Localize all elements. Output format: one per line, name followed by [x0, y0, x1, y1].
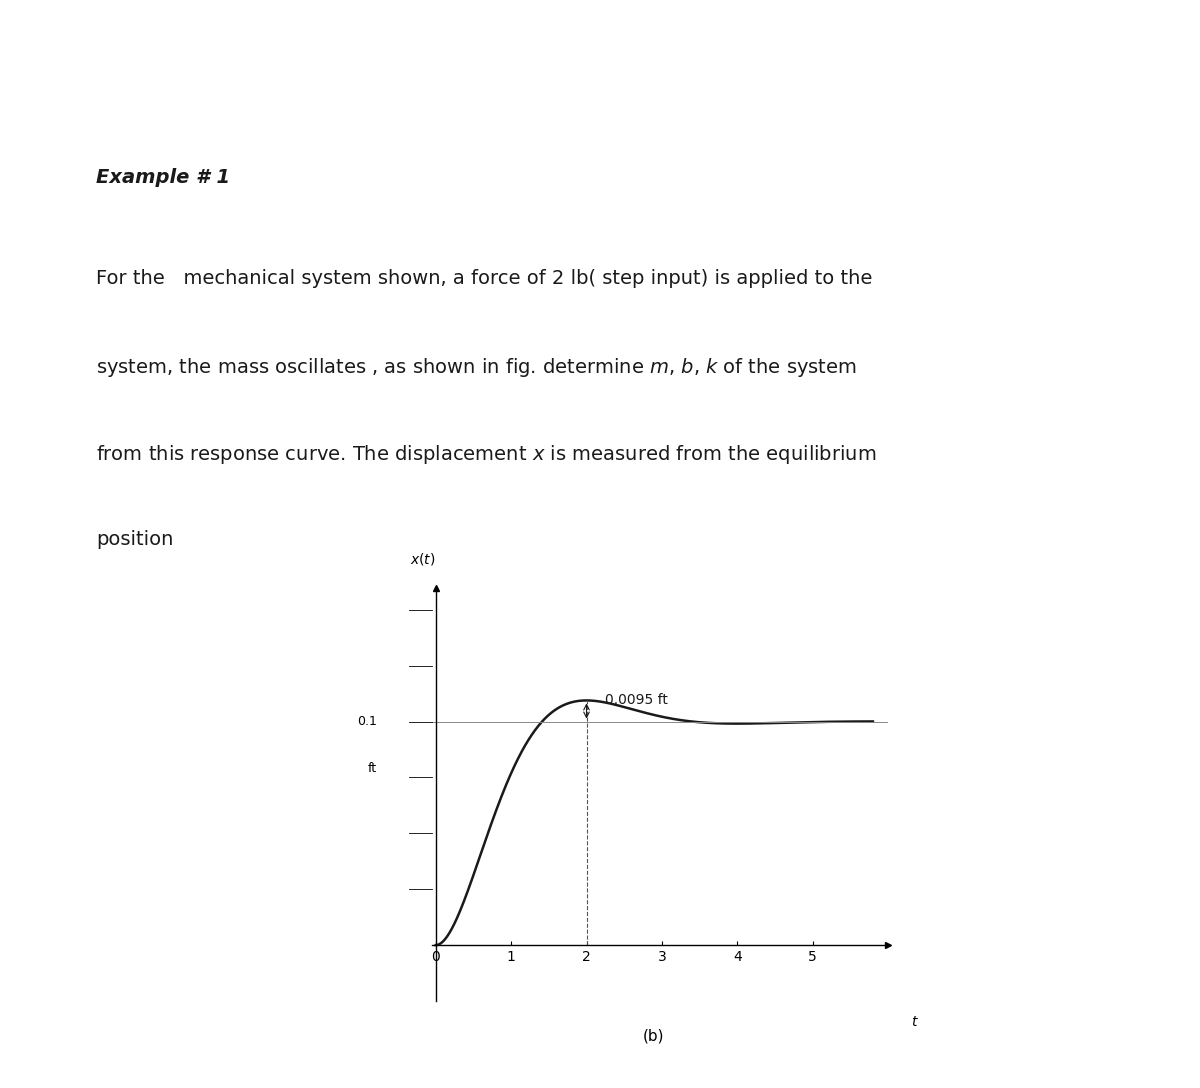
Text: 0.0095 ft: 0.0095 ft [605, 693, 668, 707]
Text: position: position [96, 530, 173, 548]
Text: 0.1: 0.1 [358, 715, 377, 728]
Text: from this response curve. The displacement $x$ is measured from the equilibrium: from this response curve. The displaceme… [96, 443, 876, 466]
Text: ft: ft [368, 762, 377, 775]
Text: (b): (b) [643, 1028, 665, 1043]
Text: $t$: $t$ [911, 1015, 919, 1028]
Text: system, the mass oscillates , as shown in fig. determine $m$, $b$, $k$ of the sy: system, the mass oscillates , as shown i… [96, 356, 857, 379]
Text: $x(t)$: $x(t)$ [410, 551, 436, 567]
Text: Example # 1: Example # 1 [96, 168, 230, 186]
Text: For the   mechanical system shown, a force of 2 lb( step input) is applied to th: For the mechanical system shown, a force… [96, 269, 872, 288]
